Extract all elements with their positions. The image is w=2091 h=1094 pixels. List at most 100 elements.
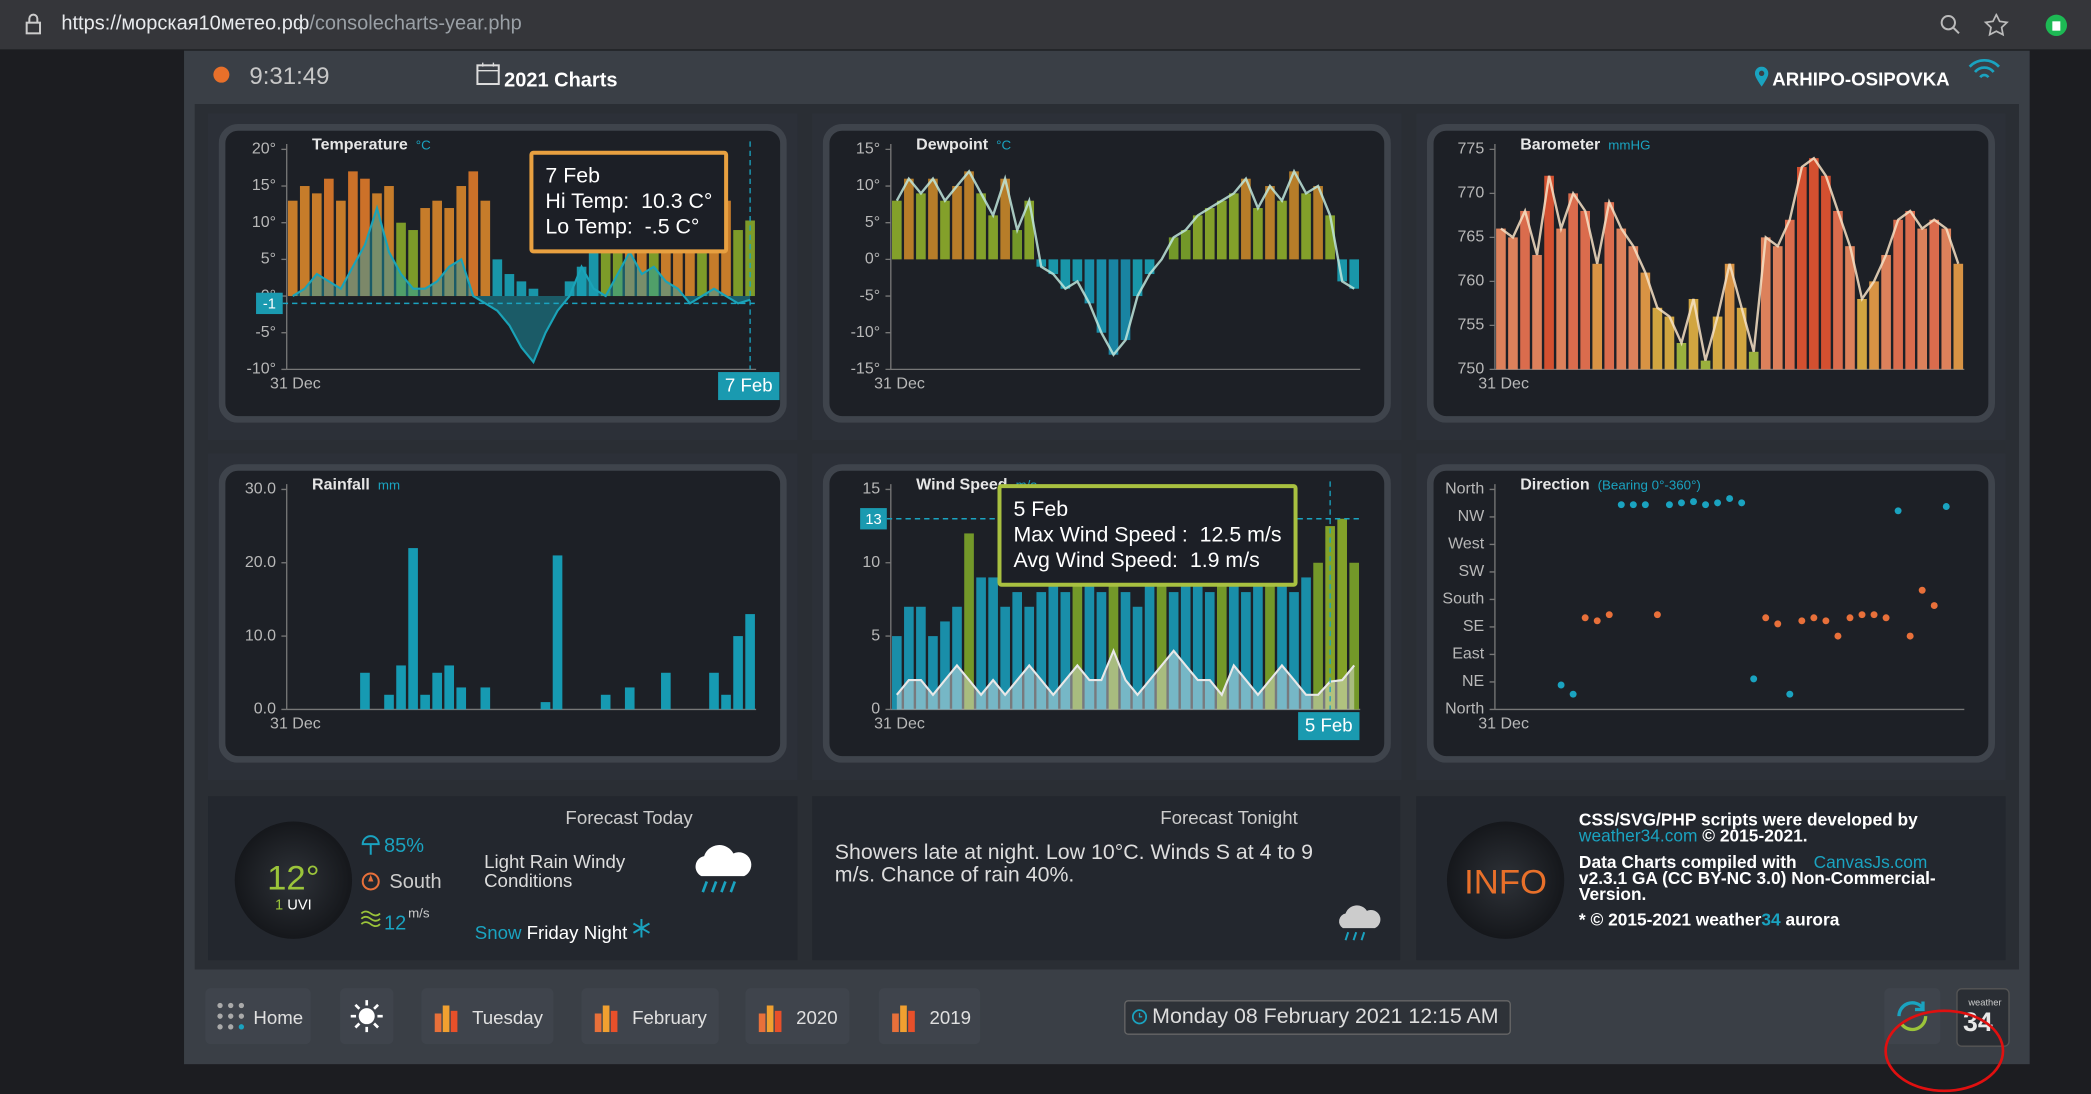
refresh-icon <box>1897 1001 1928 1032</box>
logo-text: weather <box>1968 998 2002 1009</box>
bar <box>1520 210 1530 370</box>
title-text: Wind Speed <box>916 477 1007 494</box>
y-tick-label: NE <box>1462 673 1484 690</box>
tooltip-line: Avg Wind Speed: 1.9 m/s <box>1013 549 1260 573</box>
chart-title: Dewpoint °C <box>916 137 1011 154</box>
bar <box>384 186 394 297</box>
browser-bar: https://морская10метео.рф/consolecharts-… <box>0 0 2091 50</box>
bar <box>1072 562 1083 710</box>
bar <box>1580 210 1590 370</box>
bar <box>1845 246 1855 370</box>
link[interactable]: CanvasJs.com <box>1813 852 1928 873</box>
bar <box>1060 592 1071 710</box>
y-tick-label: -15° <box>851 361 881 378</box>
chart-icon <box>434 1005 458 1033</box>
bar <box>964 171 974 260</box>
bar <box>311 193 322 297</box>
title-text: Temperature <box>312 137 408 154</box>
bar <box>1349 562 1360 710</box>
bar <box>1084 259 1095 304</box>
title-text: Direction <box>1520 477 1589 494</box>
bar <box>432 672 442 710</box>
period-button[interactable]: Tuesday <box>421 988 554 1045</box>
bar <box>1096 259 1107 333</box>
theme-button[interactable] <box>340 988 394 1045</box>
y-tick-label: 5° <box>865 214 880 231</box>
wifi-icon <box>1968 59 2000 79</box>
y-tick-label: -5° <box>860 287 881 304</box>
bar <box>1772 246 1783 370</box>
point <box>1557 681 1565 689</box>
bar <box>1893 219 1903 370</box>
y-tick-label: North <box>1445 481 1484 498</box>
bar <box>1000 606 1010 710</box>
bar <box>1289 171 1299 260</box>
point <box>1894 507 1902 515</box>
bar <box>1229 193 1239 260</box>
info-copy: * © 2015-2021 weather <box>1578 909 1762 930</box>
y-tick-label: East <box>1452 646 1485 663</box>
period-button[interactable]: 2019 <box>878 988 981 1045</box>
bar <box>504 274 515 297</box>
bar <box>1048 259 1059 275</box>
home-button[interactable]: Home <box>205 988 311 1045</box>
chart-frame <box>1426 464 1995 763</box>
bar <box>892 200 902 260</box>
link[interactable]: weather34.com <box>1578 825 1698 846</box>
bar <box>733 230 743 297</box>
title-text: Rainfall <box>312 477 370 494</box>
bar <box>456 186 467 297</box>
date: Monday 08 February 2021 12:15 AM <box>1152 1005 1499 1029</box>
bar <box>1941 228 1952 370</box>
info-text: CSS/SVG/PHP scripts were developed by we… <box>1578 811 1979 930</box>
y-tick-label: 770 <box>1458 185 1485 202</box>
y-tick-label: 15° <box>856 141 880 158</box>
period-button[interactable]: 2020 <box>745 988 850 1045</box>
y-tick-label: 20.0 <box>245 554 276 571</box>
info-number: 34 <box>1761 909 1781 930</box>
bar <box>1060 259 1071 289</box>
area-fill <box>292 208 751 363</box>
bar <box>1313 562 1323 710</box>
y-tick-label: 0.0 <box>254 701 276 718</box>
bar <box>432 200 442 297</box>
period-button[interactable]: February <box>581 988 719 1045</box>
page-title: 2021 Charts <box>504 69 618 93</box>
y-tick-label: SW <box>1458 563 1485 580</box>
y-tick-label: South <box>1442 591 1484 608</box>
bar <box>1036 592 1047 710</box>
address-bar[interactable]: https://морская10метео.рф/consolecharts-… <box>61 12 521 35</box>
uvi: 1 UVI <box>232 897 355 913</box>
bar <box>952 606 962 710</box>
area-line <box>292 204 751 365</box>
chart-card: Barometer mmHG 750 755 760 765 770 775 31 Dec <box>1416 113 2006 441</box>
bar <box>1616 228 1627 370</box>
bar <box>988 215 998 260</box>
clock-icon <box>1131 1009 1148 1025</box>
grid-icon <box>217 1002 245 1030</box>
bar <box>928 636 938 710</box>
bar <box>408 548 418 710</box>
title-text: Barometer <box>1520 137 1600 154</box>
y-tick-label: 760 <box>1458 273 1485 290</box>
bar <box>528 288 539 297</box>
bar <box>516 281 527 297</box>
point <box>1918 586 1926 594</box>
chart-icon <box>594 1005 618 1033</box>
bar <box>952 186 962 260</box>
button-label: Tuesday <box>472 1006 544 1029</box>
bar <box>1192 215 1203 260</box>
bar <box>1204 208 1215 260</box>
bar <box>1180 577 1191 710</box>
y-tick-label: 755 <box>1458 317 1485 334</box>
snow: Snow <box>474 921 522 943</box>
info-card: INFO CSS/SVG/PHP scripts were developed … <box>1416 796 2006 961</box>
chart-icon <box>758 1005 782 1033</box>
reference-label: -1 <box>263 297 276 313</box>
bar <box>940 200 950 260</box>
bar <box>904 178 914 260</box>
bar <box>1144 259 1155 275</box>
overlay-line <box>895 168 1355 357</box>
bar <box>1349 259 1360 289</box>
